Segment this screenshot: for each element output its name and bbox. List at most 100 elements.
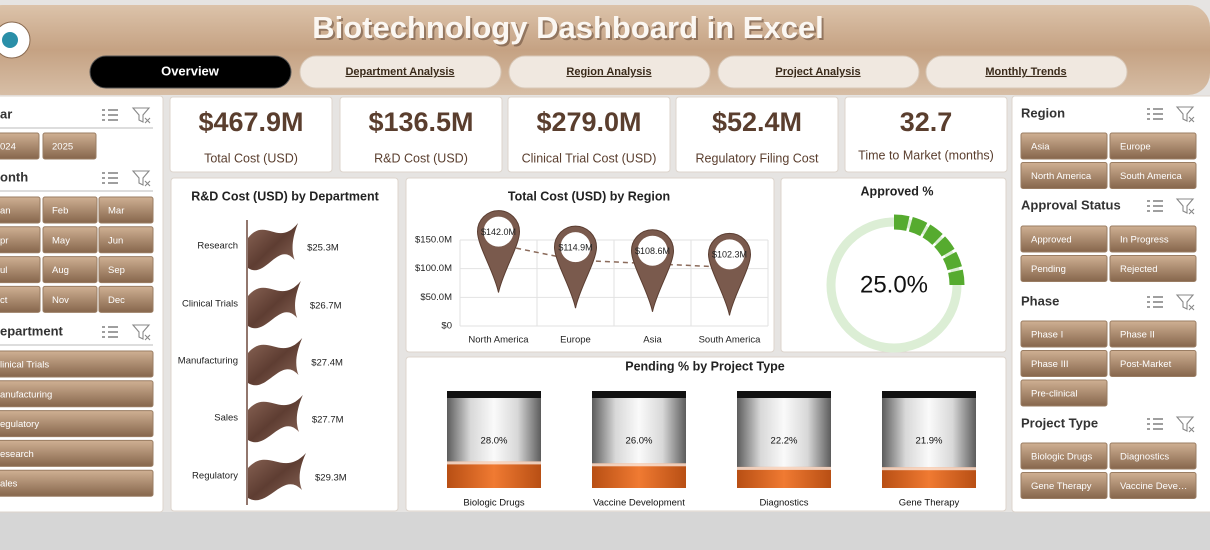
slicer-button[interactable]: [1109, 255, 1197, 282]
multi-select-icon[interactable]: [1147, 418, 1163, 430]
fill-top: [882, 467, 976, 471]
clear-filter-icon[interactable]: [1175, 106, 1195, 123]
slicer-button[interactable]: [1109, 162, 1197, 189]
value-label: 26.0%: [626, 436, 653, 447]
slicer-button[interactable]: [42, 132, 97, 160]
fill-top: [737, 466, 831, 470]
slicer-button[interactable]: [0, 350, 154, 378]
tab[interactable]: [925, 55, 1128, 89]
slicer-button[interactable]: [42, 256, 98, 284]
value-label: $102.3M: [712, 250, 747, 260]
clear-filter-icon[interactable]: [1175, 198, 1195, 215]
kpi-label: R&D Cost (USD): [374, 151, 468, 165]
slicer-item: South America: [1120, 171, 1182, 182]
slicer-button[interactable]: [1109, 442, 1197, 470]
slicer-item: Mar: [108, 206, 124, 217]
slicer-item: Pre-clinical: [1031, 389, 1077, 400]
multi-select-icon[interactable]: [1147, 296, 1163, 308]
clear-filter-icon[interactable]: [131, 170, 151, 187]
slicer-item: Asia: [1031, 142, 1050, 153]
slicer-button[interactable]: [0, 132, 40, 160]
kpi-card: [844, 96, 1008, 173]
slicer-button[interactable]: [0, 469, 154, 497]
clear-filter-icon[interactable]: [1175, 294, 1195, 311]
slicer-button[interactable]: [98, 256, 154, 284]
slicer-button[interactable]: [98, 285, 154, 313]
slicer-button[interactable]: [0, 256, 41, 284]
slicer-button[interactable]: [0, 226, 41, 254]
marker-face: [560, 232, 591, 263]
clear-filter-icon[interactable]: [131, 324, 151, 341]
value-label: 28.0%: [481, 436, 508, 447]
tab[interactable]: [508, 55, 711, 89]
kpi-label: Time to Market (months): [858, 148, 994, 162]
slicer-button[interactable]: [0, 196, 41, 224]
tab[interactable]: [89, 55, 292, 89]
slicer-button[interactable]: [1020, 379, 1108, 407]
slicer-item: esearch: [0, 449, 34, 460]
slicer-button[interactable]: [1109, 320, 1197, 348]
multi-select-icon[interactable]: [1147, 108, 1163, 120]
bar: [248, 395, 303, 443]
slicer-button[interactable]: [42, 226, 98, 254]
slicer-button[interactable]: [1020, 472, 1108, 499]
multi-select-icon[interactable]: [1147, 200, 1163, 212]
y-tick-label: $150.0M: [415, 235, 452, 246]
x-tick-label: Diagnostics: [759, 498, 808, 509]
multi-select-icon[interactable]: [102, 172, 118, 184]
title-shadow: Biotechnology Dashboard in Excel: [314, 12, 826, 47]
slicer-button[interactable]: [42, 285, 98, 313]
x-tick-label: North America: [468, 335, 529, 346]
slicer-button[interactable]: [1020, 350, 1108, 377]
slicer-button[interactable]: [98, 226, 154, 254]
clear-filter-icon[interactable]: [1175, 416, 1195, 433]
slicer-button[interactable]: [1020, 255, 1108, 282]
slicer-item: Approved: [1031, 235, 1072, 246]
slicer-button[interactable]: [1020, 225, 1108, 253]
slicer-button[interactable]: [0, 410, 154, 438]
kpi-card: [675, 96, 839, 173]
kpi-label: Total Cost (USD): [204, 151, 298, 165]
x-tick-label: Gene Therapy: [899, 498, 960, 509]
clear-filter-icon[interactable]: [131, 107, 151, 124]
slicer-button[interactable]: [1020, 442, 1108, 470]
slicer-button[interactable]: [0, 380, 154, 408]
slicer-item: anufacturing: [0, 389, 52, 400]
chart-card: [170, 177, 399, 512]
bar: [248, 338, 303, 386]
tab[interactable]: [299, 55, 502, 89]
cylinder-cap: [882, 391, 976, 398]
slicer-item: Vaccine Deve…: [1120, 481, 1187, 492]
bar: [737, 466, 831, 488]
slicer-button[interactable]: [1020, 132, 1108, 160]
sheet-area: [0, 512, 1210, 550]
value-label: $26.7M: [310, 301, 342, 312]
slicer-button[interactable]: [1020, 162, 1108, 189]
slicer-button[interactable]: [42, 196, 98, 224]
slicer-button[interactable]: [1109, 350, 1197, 377]
chart-card: [780, 177, 1007, 353]
multi-select-icon[interactable]: [102, 109, 118, 121]
slicer-button[interactable]: [1109, 472, 1197, 499]
x-tick-label: Vaccine Development: [593, 498, 685, 509]
slicer-button[interactable]: [98, 196, 154, 224]
slicer-item: ales: [0, 479, 18, 490]
tab[interactable]: [717, 55, 920, 89]
slicer-item: linical Trials: [0, 360, 49, 371]
value-label: 22.2%: [771, 436, 798, 447]
slicer-button[interactable]: [1020, 320, 1108, 348]
y-tick-label: $100.0M: [415, 263, 452, 274]
multi-select-icon[interactable]: [102, 326, 118, 338]
slicer-button[interactable]: [1109, 225, 1197, 253]
slicer-button[interactable]: [0, 439, 154, 467]
slicer-button[interactable]: [1109, 132, 1197, 160]
slicer-item: Nov: [52, 295, 69, 306]
slicer-item: North America: [1031, 171, 1092, 182]
slicer-button[interactable]: [0, 285, 41, 313]
slicer-title: Phase: [1021, 293, 1059, 308]
slicer-item: egulatory: [0, 419, 39, 430]
slicer-item: Gene Therapy: [1031, 481, 1092, 492]
kpi-card: [507, 96, 671, 173]
slicer-item: Phase I: [1031, 330, 1063, 341]
value-label: $142.0M: [481, 227, 516, 237]
